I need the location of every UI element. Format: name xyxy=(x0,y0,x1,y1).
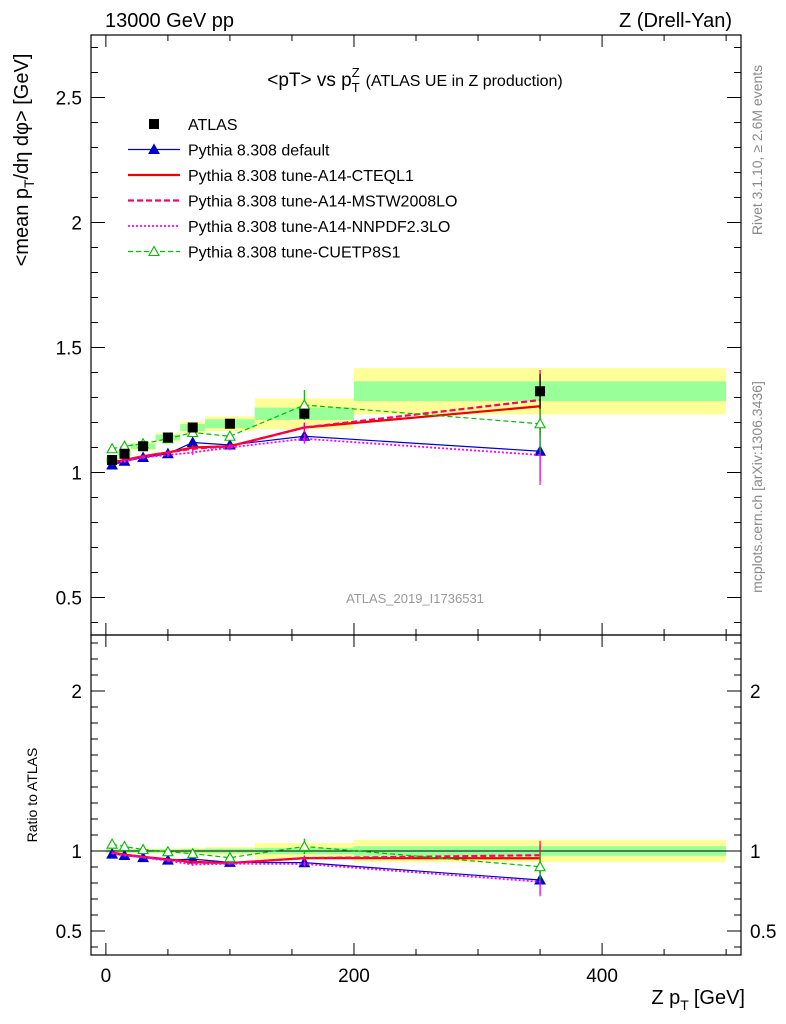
atlas-data-points xyxy=(107,373,546,465)
y-tick-label: 1 xyxy=(71,464,82,485)
ratio-y-tick-label: 2 xyxy=(71,682,82,703)
y-axis-label: <mean pT/dη dφ> [GeV] xyxy=(11,54,37,267)
x-axis-label-sub: T xyxy=(680,997,689,1013)
data-point xyxy=(299,408,310,419)
data-point xyxy=(138,441,149,452)
x-tick-label: 200 xyxy=(338,966,370,987)
x-axis-label-suffix: [GeV] xyxy=(694,987,745,1009)
legend-label: Pythia 8.308 tune-A14-NNPDF2.3LO xyxy=(188,219,450,236)
title-sub: T xyxy=(352,80,360,95)
axis-ticks xyxy=(91,35,741,955)
series-marker xyxy=(223,430,236,441)
x-axis-label: Z pT [GeV] xyxy=(651,987,745,1013)
series-marker xyxy=(534,417,546,429)
series-line-0 xyxy=(111,435,541,466)
data-point xyxy=(535,386,546,397)
y-tick-label: 0.5 xyxy=(56,589,82,610)
legend-marker xyxy=(148,245,160,257)
ratio-y-tick-label-right: 0.5 xyxy=(750,922,776,943)
y-tick-label: 2.5 xyxy=(56,89,82,110)
ratio-series-line-3 xyxy=(111,852,541,883)
data-point xyxy=(119,448,130,459)
x-tick-label: 400 xyxy=(586,966,618,987)
ratio-series-marker xyxy=(118,840,131,852)
ratio-series-marker xyxy=(223,851,236,863)
data-point xyxy=(162,432,173,443)
ratio-series-line-2 xyxy=(111,851,541,865)
ratio-frame xyxy=(90,634,742,956)
title-main: <pT> vs p xyxy=(267,70,352,91)
series-marker xyxy=(106,442,119,454)
legend-label: Pythia 8.308 default xyxy=(188,143,330,160)
data-point xyxy=(107,455,118,465)
y-axis-label-sub: T xyxy=(21,179,37,188)
legend-label: Pythia 8.308 tune-A14-CTEQL1 xyxy=(188,168,414,185)
main-bands xyxy=(105,368,727,464)
legend-label: ATLAS xyxy=(188,117,238,134)
data-point xyxy=(224,418,235,429)
y-tick-label: 2 xyxy=(71,214,82,235)
header-left: 13000 GeV pp xyxy=(105,10,234,32)
legend-label: Pythia 8.308 tune-CUETP8S1 xyxy=(188,245,401,262)
header-right: Z (Drell-Yan) xyxy=(619,10,732,32)
series-line-3 xyxy=(111,437,541,465)
ratio-series-marker xyxy=(161,845,174,857)
ratio-series-marker xyxy=(106,838,119,849)
series-line-2 xyxy=(111,398,541,464)
ratio-y-axis-label: Ratio to ATLAS xyxy=(24,748,40,843)
rivet-label: Rivet 3.1.10, ≥ 2.6M events xyxy=(749,65,765,235)
ratio-y-tick-label-right: 2 xyxy=(750,682,761,703)
series-line-4 xyxy=(111,404,541,450)
ratio-y-tick-label-right: 1 xyxy=(750,842,761,863)
y-axis-label-post: /dη dφ> [GeV] xyxy=(11,54,33,180)
x-tick-label: 0 xyxy=(101,966,112,987)
legend: ATLAS Pythia 8.308 default Pythia 8.308 tu… xyxy=(128,117,457,262)
ratio-series-marker xyxy=(298,840,311,852)
data-point xyxy=(187,422,198,433)
y-tick-label: 1.5 xyxy=(56,339,82,360)
title-suffix: (ATLAS UE in Z production) xyxy=(366,73,563,90)
ratio-y-tick-label: 0.5 xyxy=(56,922,82,943)
title-sup: Z xyxy=(352,65,360,80)
legend-label: Pythia 8.308 tune-A14-MSTW2008LO xyxy=(188,194,457,211)
analysis-label: ATLAS_2019_I1736531 xyxy=(346,591,484,606)
legend-marker-data xyxy=(149,119,159,129)
ratio-series-marker xyxy=(534,860,546,872)
ratio-series xyxy=(106,838,546,897)
tick-labels: 0 200 400 0.5 1 1.5 2 2.5 0.5 0.5 1 1 2 2 xyxy=(56,89,777,988)
y-axis-label-pre: <mean p xyxy=(11,188,33,266)
ratio-series-marker xyxy=(186,847,199,859)
svg-text:<pT> vs pTZ(ATLAS UE in Z prod: <pT> vs pTZ (ATLAS UE in Z production) xyxy=(267,65,563,95)
ratio-y-tick-label: 1 xyxy=(71,842,82,863)
main-title: <pT> vs pTZ (ATLAS UE in Z production) xyxy=(267,65,563,95)
legend-marker xyxy=(148,143,160,155)
ratio-series-line-4 xyxy=(111,843,541,868)
ratio-series-marker xyxy=(137,843,150,855)
mcplots-label: mcplots.cern.ch [arXiv:1306.3436] xyxy=(749,381,765,593)
x-axis-label-main: Z p xyxy=(651,987,680,1009)
